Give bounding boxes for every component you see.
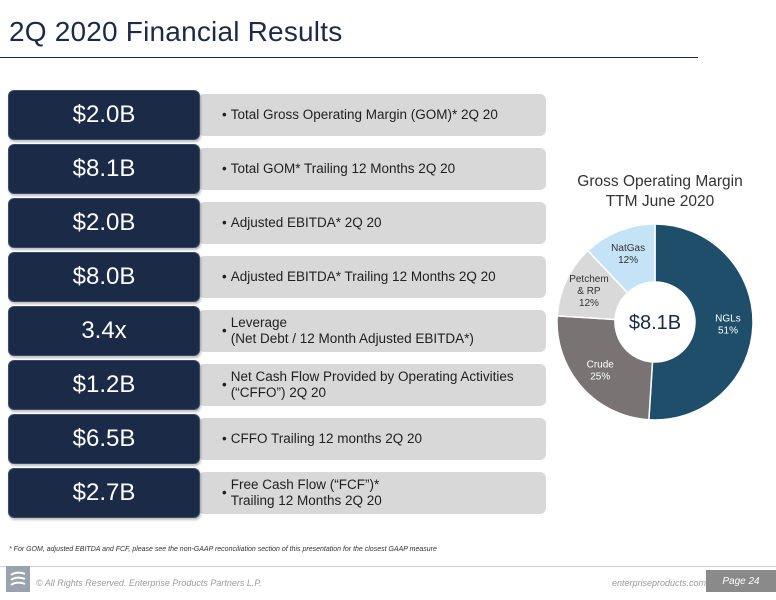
metric-row: $1.2B • Net Cash Flow Provided by Operatin…: [8, 360, 546, 410]
metric-description-text: Adjusted EBITDA* 2Q 20: [230, 215, 382, 230]
bullet-icon: •: [222, 431, 227, 446]
metric-description: • Free Cash Flow (“FCF”)* Trailing 12 Mon…: [222, 472, 542, 514]
metric-description: • Adjusted EBITDA* Trailing 12 Months 2Q …: [222, 256, 542, 298]
metric-description-panel: [198, 148, 546, 190]
gom-donut-chart: NGLs 51% Crude 25% Petchem & RP 12%NatGas 12% $8…: [556, 223, 754, 421]
chart-title: Gross Operating Margin: [577, 173, 743, 190]
donut-slice-label: Crude 25%: [587, 359, 615, 382]
metric-value: $6.5B: [8, 414, 200, 464]
metric-row: $2.0B • Total Gross Operating Margin (GOM)…: [8, 90, 546, 140]
metric-value: $2.0B: [8, 90, 200, 140]
metric-value: 3.4x: [8, 306, 200, 356]
metric-value: $8.0B: [8, 252, 200, 302]
chart-subtitle: TTM June 2020: [605, 193, 715, 210]
metric-description: • Total Gross Operating Margin (GOM)* 2Q …: [222, 94, 542, 136]
metric-description-panel: [198, 202, 546, 244]
bullet-icon: •: [222, 161, 227, 176]
metric-row: $8.1B • Total GOM* Trailing 12 Months 2Q 2…: [8, 144, 546, 194]
metric-description-text: Net Cash Flow Provided by Operating Acti…: [230, 369, 514, 400]
bullet-icon: •: [222, 323, 227, 338]
website-link[interactable]: enterpriseproducts.com: [612, 578, 707, 588]
metric-row: $6.5B • CFFO Trailing 12 months 2Q 20: [8, 414, 546, 464]
bullet-icon: •: [222, 269, 227, 284]
donut-slice-label: Petchem & RP 12%: [569, 274, 608, 309]
enterprise-logo-icon: [6, 566, 30, 592]
metric-description-panel: [198, 256, 546, 298]
metric-row: $8.0B • Adjusted EBITDA* Trailing 12 Month…: [8, 252, 546, 302]
metric-description-text: Total Gross Operating Margin (GOM)* 2Q 2…: [230, 107, 498, 122]
metric-description-text: Total GOM* Trailing 12 Months 2Q 20: [230, 161, 456, 176]
metric-value: $2.7B: [8, 468, 200, 518]
metric-row: $2.7B • Free Cash Flow (“FCF”)* Trailing 1…: [8, 468, 546, 518]
metric-description: • Total GOM* Trailing 12 Months 2Q 20: [222, 148, 542, 190]
chart-title-block: Gross Operating Margin TTM June 2020: [560, 172, 760, 212]
metric-value: $8.1B: [8, 144, 200, 194]
page-title: 2Q 2020 Financial Results: [9, 16, 343, 47]
metric-description: • Net Cash Flow Provided by Operating Act…: [222, 364, 542, 406]
copyright-text: © All Rights Reserved. Enterprise Produc…: [36, 578, 262, 588]
metric-description-panel: [198, 310, 546, 352]
metric-value: $1.2B: [8, 360, 200, 410]
title-divider: [0, 57, 698, 58]
bullet-icon: •: [222, 485, 227, 500]
metric-description-panel: [198, 94, 546, 136]
donut-slice-label: NGLs 51%: [715, 313, 741, 336]
metric-description: • Leverage (Net Debt / 12 Month Adjusted …: [222, 310, 542, 352]
metric-description-panel: [198, 472, 546, 514]
metric-description: • CFFO Trailing 12 months 2Q 20: [222, 418, 542, 460]
metric-description: • Adjusted EBITDA* 2Q 20: [222, 202, 542, 244]
metric-description-text: Leverage (Net Debt / 12 Month Adjusted E…: [230, 315, 474, 346]
metric-row: $2.0B • Adjusted EBITDA* 2Q 20: [8, 198, 546, 248]
page-number: Page 24: [706, 570, 776, 592]
donut-slice: [586, 223, 656, 294]
footer-divider: [0, 566, 776, 567]
metric-description-text: CFFO Trailing 12 months 2Q 20: [230, 431, 423, 446]
metric-description-panel: [198, 364, 546, 406]
bullet-icon: •: [222, 215, 227, 230]
bullet-icon: •: [222, 377, 227, 392]
metric-row: 3.4x • Leverage (Net Debt / 12 Month Adjus…: [8, 306, 546, 356]
donut-slice: [556, 315, 654, 421]
donut-slice: [648, 223, 754, 421]
donut-center-label: $8.1B: [629, 312, 681, 334]
metric-description-panel: [198, 418, 546, 460]
footnote: * For GOM, adjusted EBITDA and FCF, plea…: [9, 546, 437, 553]
bullet-icon: •: [222, 107, 227, 122]
metric-value: $2.0B: [8, 198, 200, 248]
metric-description-text: Adjusted EBITDA* Trailing 12 Months 2Q 2…: [230, 269, 496, 284]
donut-slice-label: NatGas 12%: [611, 243, 645, 266]
metric-description-text: Free Cash Flow (“FCF”)* Trailing 12 Mont…: [230, 477, 382, 508]
